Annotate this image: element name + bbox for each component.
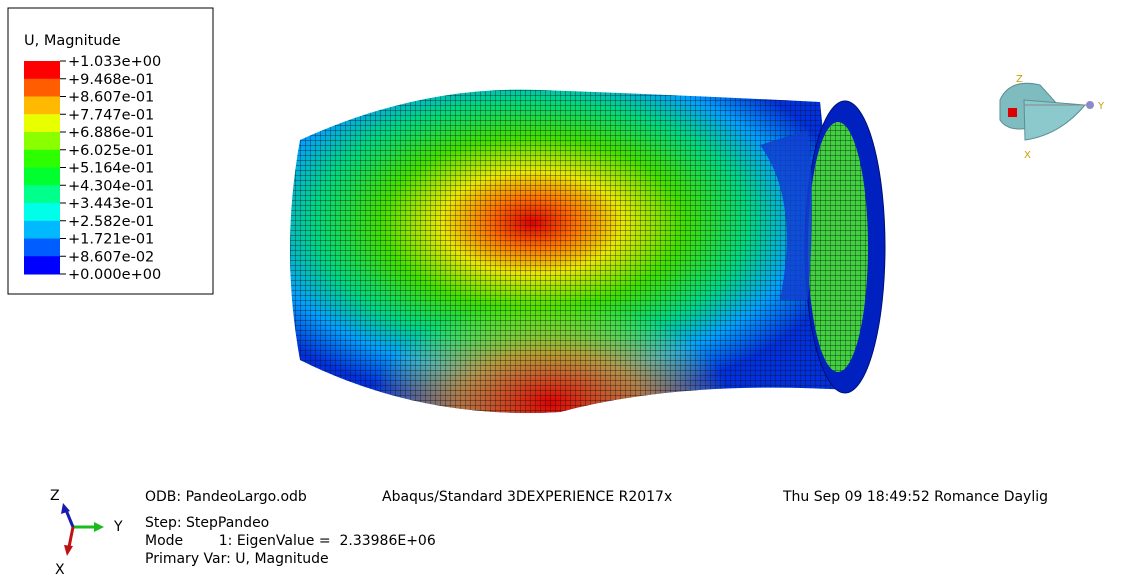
axis-x [69, 527, 73, 547]
axis-triad: Z Y X [50, 488, 123, 578]
color-band [24, 132, 60, 150]
legend-label: +6.025e-01 [68, 143, 154, 159]
color-band [24, 168, 60, 186]
legend-label: +5.164e-01 [68, 161, 154, 177]
color-band [24, 97, 60, 115]
mode: Mode 1: EigenValue = 2.33986E+06 [145, 533, 436, 549]
axis-y-label: Y [113, 519, 123, 535]
color-band [24, 256, 60, 274]
triad-x: X [1024, 150, 1031, 161]
color-band [24, 114, 60, 132]
color-band [24, 61, 60, 79]
legend-label: +9.468e-01 [68, 72, 154, 88]
legend: U, Magnitude +1.033e+00 +9.468e-01 +8.607e… [8, 8, 213, 294]
legend-label: +4.304e-01 [68, 178, 154, 194]
triad-z: Z [1016, 74, 1023, 85]
axis-x-label: X [55, 562, 65, 578]
view-triad: Z Y X [1000, 74, 1105, 161]
primary-var: Primary Var: U, Magnitude [145, 551, 329, 567]
triad-dot [1086, 101, 1094, 109]
legend-label: +0.000e+00 [68, 267, 161, 283]
legend-label: +2.582e-01 [68, 214, 154, 230]
body: U, Magnitude +1.033e+00 +9.468e-01 +8.607e… [0, 0, 1143, 578]
step: Step: StepPandeo [145, 515, 269, 531]
solver: Abaqus/Standard 3DEXPERIENCE R2017x [382, 489, 672, 505]
legend-label: +7.747e-01 [68, 107, 154, 123]
legend-label: +6.886e-01 [68, 125, 154, 141]
odb: ODB: PandeoLargo.odb [145, 489, 307, 505]
viewport: U, Magnitude +1.033e+00 +9.468e-01 +8.607e… [0, 0, 1143, 578]
color-band [24, 203, 60, 221]
legend-label: +8.607e-01 [68, 90, 154, 106]
legend-label: +8.607e-02 [68, 249, 154, 265]
axis-z [66, 510, 73, 527]
color-band [24, 239, 60, 257]
axis-z-label: Z [50, 488, 60, 504]
color-band [24, 221, 60, 239]
end-mesh [808, 122, 868, 372]
color-band [24, 79, 60, 97]
triad-wing [1024, 100, 1085, 140]
color-band [24, 185, 60, 203]
date: Thu Sep 09 18:49:52 Romance Daylig [782, 489, 1048, 505]
legend-label: +3.443e-01 [68, 196, 154, 212]
triad-y: Y [1097, 101, 1105, 112]
legend-label: +1.721e-01 [68, 232, 154, 248]
legend-title: U, Magnitude [24, 33, 121, 49]
page: Abaqus viewport {"legend": {"title": "U,… [0, 0, 1143, 578]
legend-label: +1.033e+00 [68, 54, 161, 70]
triad-square [1008, 108, 1017, 117]
info-block: ODB: PandeoLargo.odb Abaqus/Standard 3DE… [145, 489, 1048, 567]
color-band [24, 150, 60, 168]
model [280, 80, 885, 420]
